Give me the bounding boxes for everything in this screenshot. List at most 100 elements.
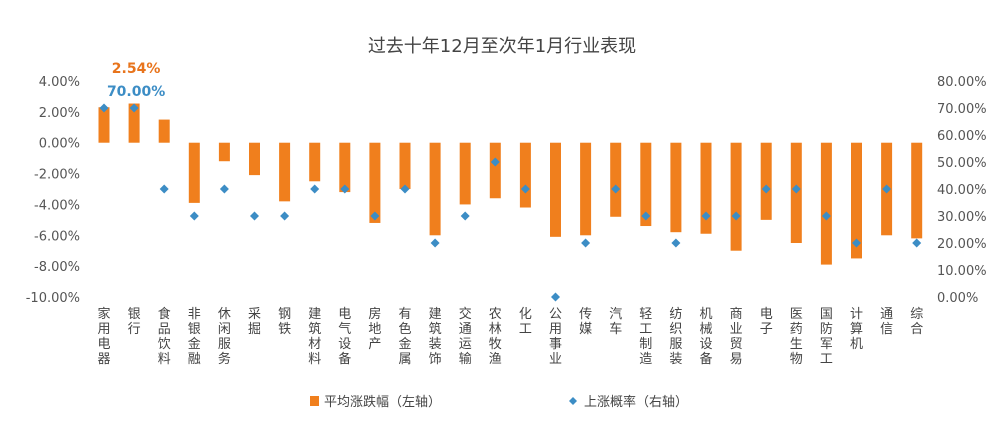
category-label: 纺织服装 (669, 307, 682, 367)
scatter-point (310, 184, 320, 194)
right-tick-label: 50.00% (937, 156, 987, 171)
bar (911, 142, 923, 239)
scatter-point (761, 184, 771, 194)
scatter-point (430, 238, 440, 248)
right-tick-label: 0.00% (937, 291, 978, 306)
bar (429, 142, 441, 236)
bar (218, 142, 230, 162)
left-tick-label: -10.00% (26, 291, 80, 306)
left-tick-label: -6.00% (34, 229, 80, 244)
category-label: 公用事业 (549, 307, 562, 367)
scatter-series (99, 103, 922, 302)
scatter-point (99, 103, 109, 113)
scatter-point (340, 184, 350, 194)
annotation-label: 70.00% (107, 84, 165, 100)
scatter-point (219, 184, 229, 194)
bar (580, 142, 592, 236)
scatter-point (791, 184, 801, 194)
scatter-point (701, 211, 711, 221)
scatter-point (280, 211, 290, 221)
scatter-point (912, 238, 922, 248)
scatter-point (370, 211, 380, 221)
legend: 平均涨跌幅（左轴） 上涨概率（右轴） (310, 394, 688, 410)
category-label: 建筑装饰 (429, 307, 442, 367)
category-label: 家用电器 (97, 306, 110, 367)
left-tick-label: -8.00% (34, 260, 80, 275)
bar (670, 142, 682, 233)
category-label: 非银金融 (188, 307, 201, 367)
scatter-point (581, 238, 591, 248)
chart-title: 过去十年12月至次年1月行业表现 (368, 36, 636, 57)
scatter-point (460, 211, 470, 221)
bar (279, 142, 291, 202)
scatter-point (611, 184, 621, 194)
category-label: 化工 (519, 307, 532, 337)
scatter-point (852, 238, 861, 248)
bar (459, 142, 471, 205)
category-label: 建筑材料 (308, 307, 321, 367)
right-tick-label: 30.00% (937, 210, 987, 225)
bar (309, 142, 321, 182)
scatter-point (129, 103, 139, 113)
category-label: 计算机 (850, 307, 863, 352)
bar (128, 103, 140, 143)
category-label: 电子 (760, 307, 773, 337)
left-tick-label: 2.00% (39, 106, 80, 121)
scatter-point (731, 211, 741, 221)
bar (188, 142, 200, 203)
right-axis: 80.00% 70.00% 60.00% 50.00% 40.00% 30.00% 20.0… (937, 75, 987, 306)
category-label: 轻工制造 (639, 307, 652, 367)
right-tick-label: 20.00% (937, 237, 987, 252)
scatter-point (671, 238, 681, 248)
scatter-point (821, 211, 831, 221)
category-label: 通信 (880, 307, 893, 337)
category-label: 传媒 (579, 307, 592, 337)
bar (98, 107, 110, 143)
legend-bar-swatch (310, 396, 319, 406)
scatter-point (520, 184, 530, 194)
category-label: 汽车 (609, 307, 622, 337)
legend-label: 平均涨跌幅（左轴） (324, 394, 441, 410)
bar (700, 142, 712, 234)
annotation-label: 2.54% (112, 61, 161, 77)
bar (730, 142, 742, 251)
scatter-point (551, 292, 560, 302)
annotations: 2.54% 70.00% (107, 61, 165, 100)
category-label: 交通运输 (459, 306, 472, 367)
scatter-point (490, 157, 500, 167)
right-tick-label: 10.00% (937, 264, 987, 279)
scatter-point (641, 211, 651, 221)
bar (489, 142, 501, 199)
bar (820, 142, 832, 265)
right-tick-label: 40.00% (937, 183, 987, 198)
category-label: 房地产 (368, 306, 381, 352)
bar (851, 142, 862, 259)
category-label: 电气设备 (338, 307, 351, 367)
bar (158, 119, 170, 143)
category-label: 采掘 (248, 307, 261, 337)
scatter-point (189, 211, 199, 221)
scatter-point (882, 184, 892, 194)
bar (519, 142, 531, 208)
category-label: 银行 (128, 307, 141, 337)
scatter-point (250, 211, 259, 221)
category-label: 机械设备 (699, 307, 712, 367)
left-tick-label: -4.00% (34, 198, 80, 213)
category-label: 国防军工 (820, 307, 833, 367)
category-label: 商业贸易 (730, 307, 743, 367)
bar (399, 142, 411, 189)
bar (369, 142, 381, 223)
bar (610, 142, 622, 217)
bar (550, 142, 561, 237)
bar (760, 142, 772, 220)
bar (249, 142, 260, 176)
right-tick-label: 70.00% (937, 102, 987, 117)
legend-label: 上涨概率（右轴） (584, 394, 688, 410)
category-label: 综合 (910, 307, 923, 337)
legend-diamond-swatch (569, 397, 577, 405)
bar (339, 142, 351, 193)
category-label: 休闲服务 (218, 307, 231, 367)
right-tick-label: 80.00% (937, 75, 987, 90)
